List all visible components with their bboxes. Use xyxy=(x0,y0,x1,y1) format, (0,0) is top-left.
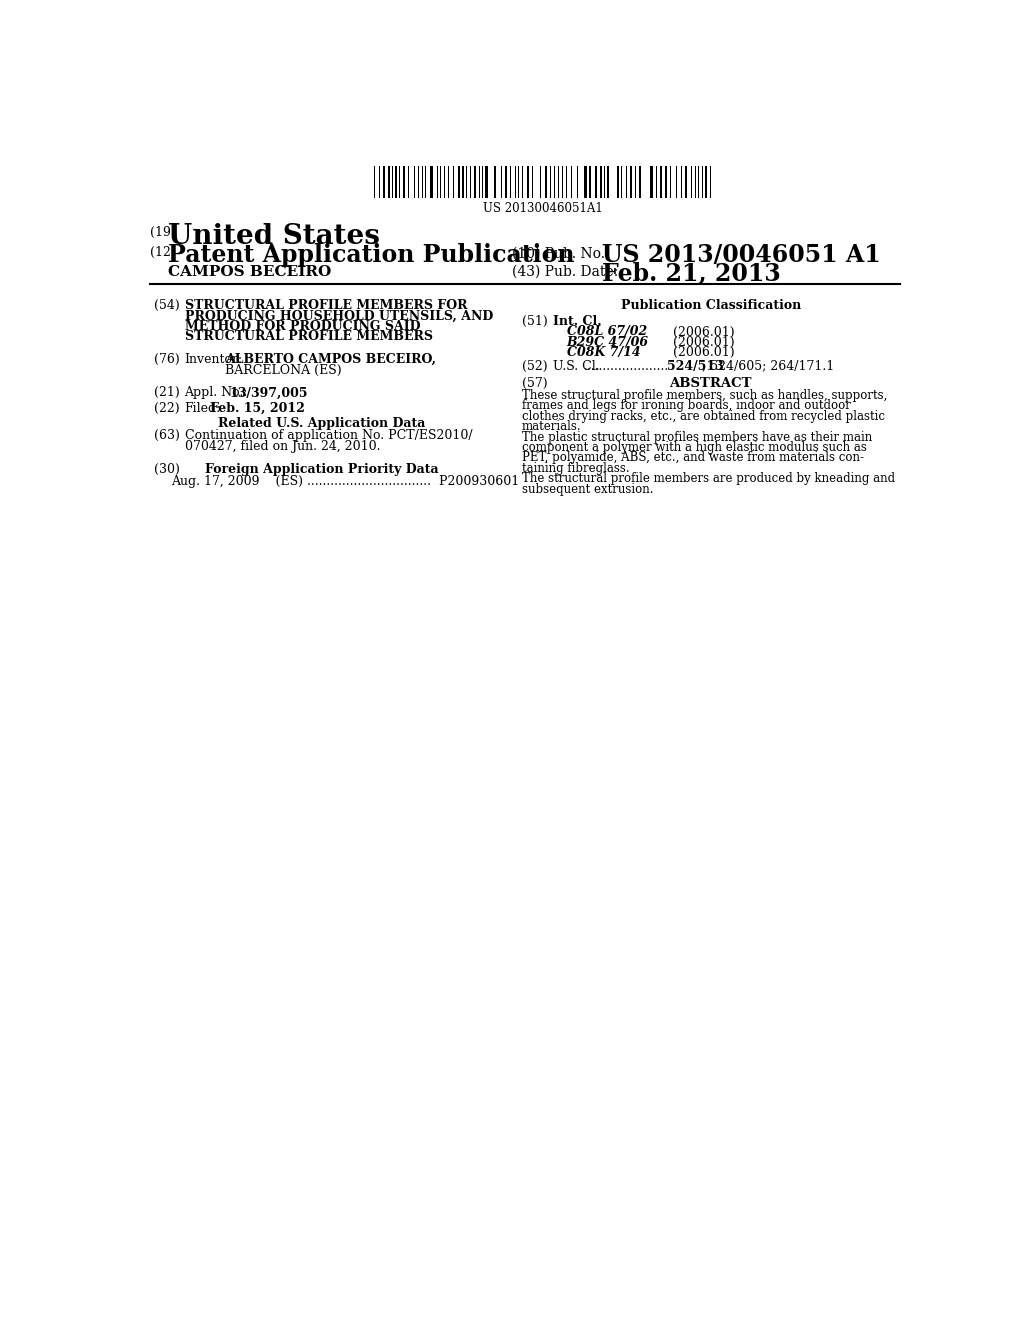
Text: ......................: ...................... xyxy=(584,360,669,372)
Text: The structural profile members are produced by kneading and: The structural profile members are produ… xyxy=(521,473,895,486)
Bar xyxy=(607,166,608,198)
Text: (54): (54) xyxy=(154,300,179,313)
Text: (76): (76) xyxy=(154,354,179,366)
Text: (57): (57) xyxy=(521,376,547,389)
Bar xyxy=(585,166,587,198)
Text: C08K 7/14: C08K 7/14 xyxy=(566,346,640,359)
Bar xyxy=(665,166,667,198)
Text: (2006.01): (2006.01) xyxy=(673,326,734,338)
Bar xyxy=(494,166,496,198)
Bar xyxy=(655,166,657,198)
Text: Foreign Application Priority Data: Foreign Application Priority Data xyxy=(206,462,439,475)
Text: (63): (63) xyxy=(154,429,179,442)
Bar xyxy=(430,166,432,198)
Text: Filed:: Filed: xyxy=(184,401,221,414)
Text: 070427, filed on Jun. 24, 2010.: 070427, filed on Jun. 24, 2010. xyxy=(184,440,380,453)
Text: Aug. 17, 2009    (ES) ................................  P200930601: Aug. 17, 2009 (ES) .....................… xyxy=(171,475,519,488)
Bar xyxy=(681,166,682,198)
Bar xyxy=(659,166,662,198)
Text: Continuation of application No. PCT/ES2010/: Continuation of application No. PCT/ES20… xyxy=(184,429,472,442)
Text: (30): (30) xyxy=(154,462,179,475)
Text: ; 524/605; 264/171.1: ; 524/605; 264/171.1 xyxy=(701,360,834,372)
Bar xyxy=(458,166,460,198)
Bar xyxy=(690,166,692,198)
Bar xyxy=(545,166,547,198)
Text: ABSTRACT: ABSTRACT xyxy=(670,376,752,389)
Text: STRUCTURAL PROFILE MEMBERS: STRUCTURAL PROFILE MEMBERS xyxy=(184,330,432,343)
Bar xyxy=(501,166,503,198)
Text: (2006.01): (2006.01) xyxy=(673,346,734,359)
Text: Inventor:: Inventor: xyxy=(184,354,243,366)
Bar xyxy=(566,166,567,198)
Text: Feb. 15, 2012: Feb. 15, 2012 xyxy=(210,401,305,414)
Text: Patent Application Publication: Patent Application Publication xyxy=(168,243,574,267)
Bar xyxy=(694,166,696,198)
Text: BARCELONA (ES): BARCELONA (ES) xyxy=(225,363,341,376)
Bar xyxy=(589,166,591,198)
Text: ALBERTO CAMPOS BECEIRO,: ALBERTO CAMPOS BECEIRO, xyxy=(225,354,436,366)
Bar xyxy=(626,166,627,198)
Bar xyxy=(474,166,476,198)
Bar xyxy=(383,166,385,198)
Text: C08L 67/02: C08L 67/02 xyxy=(566,326,647,338)
Text: subsequent extrusion.: subsequent extrusion. xyxy=(521,483,653,495)
Text: CAMPOS BECEIRO: CAMPOS BECEIRO xyxy=(168,264,332,279)
Text: (12): (12) xyxy=(150,246,175,259)
Text: United States: United States xyxy=(168,223,380,249)
Bar xyxy=(650,166,652,198)
Text: Feb. 21, 2013: Feb. 21, 2013 xyxy=(602,261,781,285)
Bar xyxy=(527,166,529,198)
Bar xyxy=(706,166,707,198)
Text: (52): (52) xyxy=(521,360,547,372)
Bar xyxy=(595,166,597,198)
Text: (51): (51) xyxy=(521,314,548,327)
Bar xyxy=(470,166,471,198)
Text: (10) Pub. No.:: (10) Pub. No.: xyxy=(512,246,610,260)
Bar xyxy=(701,166,703,198)
Text: STRUCTURAL PROFILE MEMBERS FOR: STRUCTURAL PROFILE MEMBERS FOR xyxy=(184,300,467,313)
Bar xyxy=(617,166,618,198)
Text: (2006.01): (2006.01) xyxy=(673,335,734,348)
Text: METHOD FOR PRODUCING SAID: METHOD FOR PRODUCING SAID xyxy=(184,321,420,333)
Text: Int. Cl.: Int. Cl. xyxy=(553,314,601,327)
Text: US 20130046051A1: US 20130046051A1 xyxy=(482,202,602,215)
Bar xyxy=(388,166,390,198)
Text: U.S. Cl.: U.S. Cl. xyxy=(553,360,599,372)
Text: The plastic structural profiles members have as their main: The plastic structural profiles members … xyxy=(521,430,872,444)
Text: (19): (19) xyxy=(150,226,175,239)
Text: Related U.S. Application Data: Related U.S. Application Data xyxy=(218,417,426,430)
Text: taining fibreglass.: taining fibreglass. xyxy=(521,462,630,475)
Text: component a polymer with a high elastic modulus such as: component a polymer with a high elastic … xyxy=(521,441,866,454)
Text: PET, polyamide, ABS, etc., and waste from materials con-: PET, polyamide, ABS, etc., and waste fro… xyxy=(521,451,863,465)
Bar xyxy=(600,166,601,198)
Text: Appl. No.:: Appl. No.: xyxy=(184,387,248,400)
Text: B29C 47/06: B29C 47/06 xyxy=(566,335,649,348)
Text: materials.: materials. xyxy=(521,420,582,433)
Bar xyxy=(630,166,632,198)
Text: PRODUCING HOUSEHOLD UTENSILS, AND: PRODUCING HOUSEHOLD UTENSILS, AND xyxy=(184,310,493,322)
Bar xyxy=(485,166,487,198)
Bar xyxy=(670,166,672,198)
Bar xyxy=(639,166,641,198)
Text: (22): (22) xyxy=(154,401,179,414)
Bar xyxy=(462,166,464,198)
Bar xyxy=(395,166,397,198)
Text: 13/397,005: 13/397,005 xyxy=(229,387,308,400)
Text: clothes drying racks, etc., are obtained from recycled plastic: clothes drying racks, etc., are obtained… xyxy=(521,409,885,422)
Text: These structural profile members, such as handles, supports,: These structural profile members, such a… xyxy=(521,389,887,403)
Bar xyxy=(685,166,687,198)
Text: Publication Classification: Publication Classification xyxy=(621,300,801,313)
Text: (43) Pub. Date:: (43) Pub. Date: xyxy=(512,264,618,279)
Text: 524/513: 524/513 xyxy=(668,360,724,372)
Bar xyxy=(403,166,404,198)
Text: US 2013/0046051 A1: US 2013/0046051 A1 xyxy=(602,243,881,267)
Text: (21): (21) xyxy=(154,387,179,400)
Bar xyxy=(506,166,507,198)
Text: frames and legs for ironing boards, indoor and outdoor: frames and legs for ironing boards, indo… xyxy=(521,400,851,412)
